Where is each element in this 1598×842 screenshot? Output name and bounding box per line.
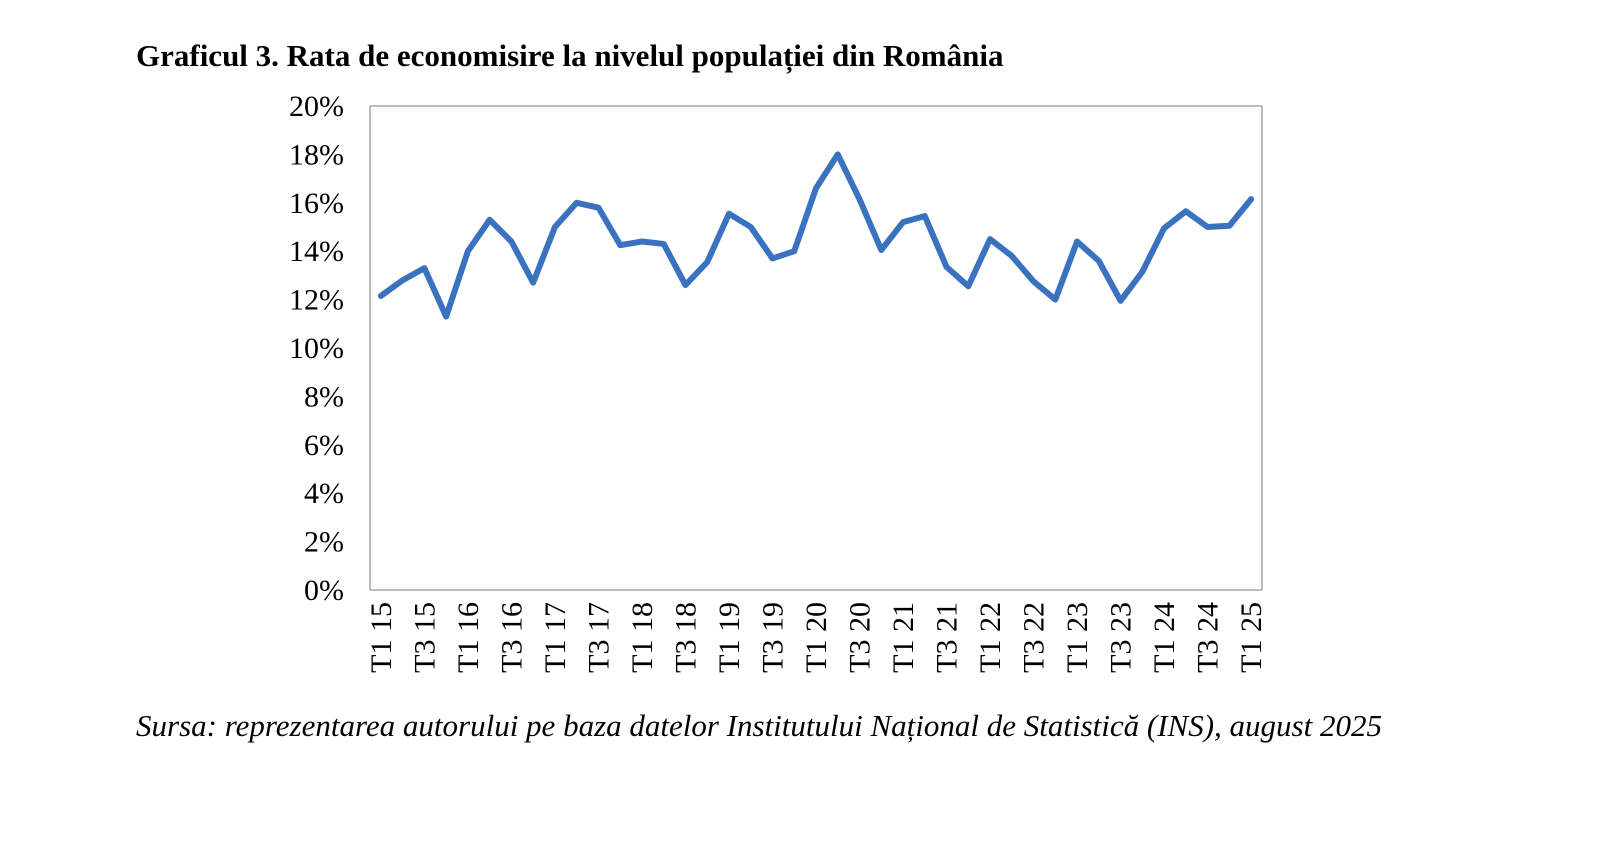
x-tick-label: T1 20 xyxy=(800,602,833,673)
x-tick-label: T1 19 xyxy=(713,602,746,673)
x-tick-label: T1 17 xyxy=(539,602,572,673)
chart: 0% 2% 4% 6% 8% 10% 12% 14% 16% 18% 20% T1 15 T3 15 T1… xyxy=(289,90,1268,673)
x-tick-label: T1 18 xyxy=(626,602,659,673)
y-tick-label: 20% xyxy=(289,90,344,123)
x-tick-label: T3 16 xyxy=(495,602,528,673)
source-note: Sursa: reprezentarea autorului pe baza d… xyxy=(136,708,1382,743)
x-tick-label: T1 21 xyxy=(887,602,920,673)
y-tick-label: 0% xyxy=(304,574,344,607)
x-tick-label: T3 20 xyxy=(844,602,877,673)
x-tick-label: T1 16 xyxy=(452,602,485,673)
chart-title: Graficul 3. Rata de economisire la nivel… xyxy=(136,38,1004,73)
x-tick-label: T3 23 xyxy=(1105,602,1138,673)
x-tick-label: T3 21 xyxy=(931,602,964,673)
y-tick-label: 4% xyxy=(304,477,344,510)
data-line xyxy=(377,151,1255,320)
x-tick-label: T3 22 xyxy=(1018,602,1051,673)
y-tick-label: 6% xyxy=(304,429,344,462)
y-tick-label: 8% xyxy=(304,380,344,413)
x-tick-label: T3 19 xyxy=(756,602,789,673)
x-tick-label: T1 25 xyxy=(1235,602,1268,673)
x-tick-label: T3 18 xyxy=(669,602,702,673)
y-tick-label: 18% xyxy=(289,138,344,171)
x-tick-label: T3 15 xyxy=(408,602,441,673)
y-tick-label: 14% xyxy=(289,235,344,268)
plot-area xyxy=(369,105,1263,591)
y-tick-label: 12% xyxy=(289,284,344,317)
y-tick-label: 2% xyxy=(304,526,344,559)
y-tick-label: 10% xyxy=(289,332,344,365)
y-tick-label: 16% xyxy=(289,187,344,220)
x-tick-label: T1 23 xyxy=(1061,602,1094,673)
x-tick-label: T1 22 xyxy=(974,602,1007,673)
x-tick-label: T1 15 xyxy=(365,602,398,673)
x-tick-label: T3 24 xyxy=(1192,602,1225,673)
x-tick-label: T1 24 xyxy=(1148,602,1181,673)
x-tick-label: T3 17 xyxy=(582,602,615,673)
